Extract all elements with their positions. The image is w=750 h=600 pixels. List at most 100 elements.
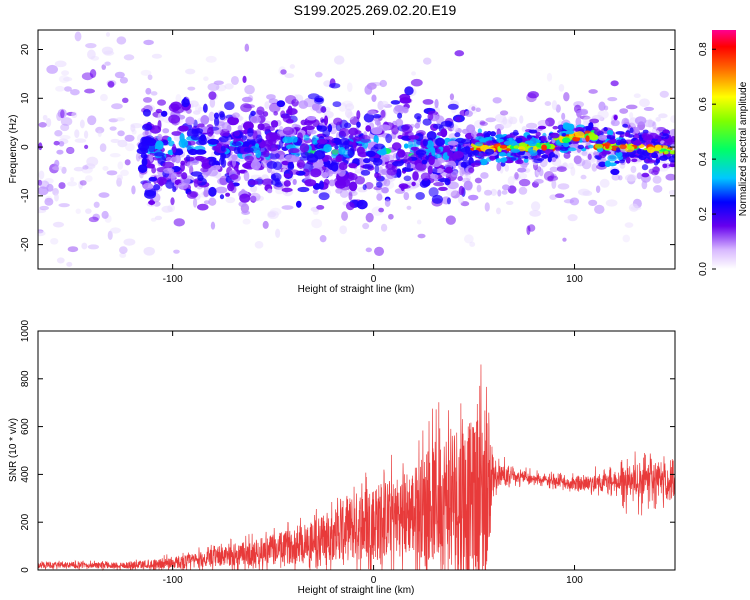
spectrogram-cell: [380, 100, 389, 107]
spectrogram-cell: [38, 179, 43, 186]
spectrogram-cell: [185, 154, 191, 162]
spectrogram-cell: [470, 129, 477, 138]
spectrogram-cell: [457, 195, 464, 204]
spectrogram-cell: [549, 166, 559, 173]
spectrogram-cell: [646, 146, 655, 154]
spectrogram-cell: [410, 78, 423, 87]
spectrogram-cell: [74, 31, 82, 42]
spectrogram-cell: [438, 186, 448, 192]
spectrogram-cell: [440, 128, 448, 138]
spectrogram-cell: [431, 147, 436, 157]
spectrogram-cell: [331, 162, 339, 172]
spectrogram-cell: [335, 155, 343, 163]
spectrogram-cell: [60, 109, 65, 119]
spectrogram-cell: [385, 133, 393, 144]
y-tick-label: 600: [20, 418, 31, 435]
spectrogram-cell: [38, 122, 47, 128]
spectrogram-cell: [120, 169, 129, 177]
spectrogram-cell: [85, 208, 92, 214]
spectrogram-cell: [250, 160, 261, 170]
spectrogram-cell: [445, 187, 458, 197]
spectrogram-cell: [170, 197, 175, 206]
spectrogram-cell: [598, 161, 607, 168]
spectrogram-cell: [117, 139, 128, 148]
spectrogram-cell: [437, 177, 450, 183]
spectrogram-cell: [323, 144, 332, 153]
spectrogram-cell: [346, 111, 355, 121]
spectrogram-cell: [477, 153, 487, 157]
spectrogram-cell: [142, 108, 151, 117]
spectrogram-cell: [247, 179, 259, 186]
spectrogram-cell: [81, 72, 94, 81]
spectrogram-cell: [404, 86, 414, 96]
spectrogram-cell: [494, 123, 505, 131]
spectrogram-cell: [474, 177, 483, 184]
y-tick-label: 200: [20, 513, 31, 530]
spectrogram-cell: [641, 132, 650, 140]
spectrogram-cell: [422, 99, 434, 105]
spectrogram-cell: [116, 36, 127, 45]
spectrogram-cell: [123, 238, 136, 246]
spectrogram-cell: [337, 168, 346, 177]
snr-xlabel: Height of straight line (km): [298, 585, 415, 596]
spectrogram-cell: [174, 154, 181, 164]
spectrogram-cell: [434, 98, 439, 109]
spectrogram-cell: [605, 199, 618, 207]
spectrogram-cell: [203, 200, 210, 205]
spectrogram-cell: [475, 136, 485, 141]
spectrogram-cell: [218, 136, 229, 143]
spectrogram-cell: [429, 173, 439, 180]
spectrogram-cell: [603, 126, 608, 132]
colorbar-tick-label: 0.4: [698, 152, 709, 166]
spectrogram-cell: [167, 136, 172, 142]
spectrogram-cell: [662, 133, 670, 140]
spectrogram-cell: [448, 121, 455, 129]
spectrogram-cell: [56, 149, 64, 155]
spectrogram-cell: [589, 134, 599, 141]
spectrogram-cell: [406, 205, 412, 210]
spectrogram-cell: [435, 137, 445, 147]
y-tick-label: 10: [20, 92, 31, 104]
spectrogram-cell: [333, 117, 343, 126]
spectrogram-cell: [180, 160, 185, 166]
spectrogram-cell: [296, 137, 302, 146]
spectrogram-cell: [557, 183, 570, 190]
spectrogram-cell: [342, 100, 353, 107]
spectrogram-cell: [141, 157, 148, 167]
spectrogram-cell: [611, 173, 620, 181]
spectrogram-cell: [633, 93, 641, 99]
spectrogram-cell: [162, 161, 175, 169]
spectrogram-cell: [107, 81, 115, 88]
spectrogram-cell: [544, 101, 552, 106]
spectrogram-cell: [554, 193, 565, 199]
spectrogram-cell: [652, 175, 662, 184]
y-tick-label: 400: [20, 466, 31, 483]
spectrogram-cell: [642, 129, 649, 134]
spectrogram-cell: [289, 64, 296, 69]
spectrogram-cell: [421, 159, 428, 165]
spectrogram-cell: [267, 211, 277, 218]
spectrogram-cell: [207, 168, 219, 177]
spectrogram-cell: [58, 140, 65, 147]
spectrogram-cell: [241, 135, 247, 141]
spectrogram-cell: [403, 175, 412, 182]
spectrogram-cell: [423, 57, 432, 65]
spectrogram-cell: [416, 219, 422, 225]
spectrogram-cell: [312, 189, 319, 194]
spectrogram-cell: [371, 127, 383, 135]
spectrogram-cell: [197, 123, 205, 128]
spectrogram-cell: [78, 180, 84, 190]
spectrogram-cell: [60, 123, 70, 132]
spectrogram-cell: [546, 72, 553, 82]
spectrogram-cell: [319, 235, 327, 243]
spectrogram-cell: [450, 190, 461, 199]
spectrogram-cell: [66, 146, 75, 155]
spectrogram-cell: [239, 193, 251, 203]
spectrogram-cell: [282, 126, 295, 136]
spectrogram-cell: [148, 144, 156, 153]
spectrogram-cell: [335, 188, 343, 194]
spectrogram-cell: [232, 112, 240, 119]
x-tick-label: 0: [371, 274, 377, 285]
spectrogram-cell: [303, 134, 310, 141]
spectrogram-cell: [125, 143, 135, 152]
